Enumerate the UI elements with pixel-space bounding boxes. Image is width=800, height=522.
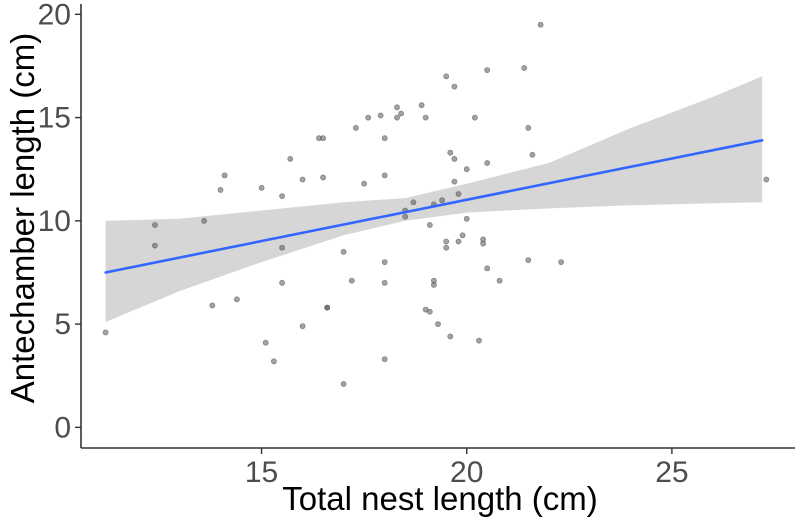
data-point — [102, 329, 109, 336]
data-point — [455, 238, 462, 245]
data-point — [558, 259, 564, 265]
data-point — [348, 277, 355, 284]
data-point — [443, 238, 450, 245]
y-tick-label: 15 — [38, 102, 71, 135]
data-point — [529, 151, 536, 158]
data-point — [258, 184, 265, 191]
data-point — [221, 172, 228, 179]
data-point — [537, 21, 544, 28]
data-point — [426, 222, 433, 228]
data-point — [484, 67, 491, 73]
data-point — [447, 149, 454, 156]
axes-layer — [75, 4, 795, 454]
data-point — [361, 180, 367, 187]
tick-labels-layer: 15 20 25 0 5 10 15 20 — [38, 0, 689, 489]
data-point — [422, 114, 429, 121]
x-axis-title: Total nest length (cm) — [282, 480, 597, 517]
data-point — [340, 248, 347, 255]
y-tick-label: 0 — [54, 411, 71, 444]
data-point — [763, 176, 770, 183]
data-point — [217, 186, 224, 193]
data-point — [521, 65, 528, 71]
data-point — [484, 265, 491, 272]
data-point — [151, 242, 158, 249]
data-point — [525, 257, 532, 263]
data-point — [324, 304, 331, 311]
data-point — [299, 176, 306, 183]
data-point — [352, 125, 359, 131]
data-point — [443, 244, 450, 251]
data-point — [459, 232, 466, 239]
regression-line — [104, 138, 764, 274]
x-tick-label: 20 — [450, 456, 483, 489]
data-point — [320, 174, 326, 181]
data-point — [463, 215, 470, 222]
data-point — [451, 83, 458, 90]
data-point — [480, 240, 486, 247]
data-point — [418, 102, 425, 109]
data-point — [471, 114, 478, 121]
data-points-layer — [102, 21, 770, 387]
data-point — [262, 339, 269, 346]
data-point — [381, 356, 388, 363]
x-tick-label: 25 — [655, 456, 688, 489]
data-point — [377, 112, 384, 119]
y-tick-label: 10 — [38, 205, 71, 238]
confidence-band-layer — [105, 76, 763, 322]
data-point — [279, 193, 285, 199]
data-point — [381, 135, 388, 142]
data-point — [151, 222, 158, 228]
data-point — [381, 259, 388, 265]
y-axis-title: Antechamber length (cm) — [4, 33, 41, 404]
data-point — [279, 244, 285, 251]
confidence-band — [105, 76, 763, 322]
data-point — [426, 308, 433, 315]
data-point — [365, 114, 372, 121]
data-point — [394, 104, 400, 111]
data-point — [201, 217, 207, 224]
data-point — [455, 191, 462, 197]
data-point — [398, 110, 404, 117]
data-point — [439, 197, 445, 204]
data-point — [451, 155, 458, 162]
data-point — [394, 114, 400, 121]
data-point — [320, 135, 326, 142]
y-tick-label: 20 — [38, 0, 71, 31]
y-tick-label: 5 — [54, 308, 71, 341]
data-point — [451, 178, 458, 185]
data-point — [279, 279, 285, 286]
data-point — [525, 125, 532, 131]
data-point — [476, 337, 482, 344]
data-point — [402, 213, 409, 220]
data-point — [410, 199, 417, 206]
data-point — [209, 302, 216, 309]
data-point — [496, 277, 503, 284]
data-point — [233, 296, 240, 303]
data-point — [430, 281, 437, 288]
data-point — [463, 166, 470, 173]
data-point — [435, 321, 441, 327]
data-point — [270, 358, 277, 365]
data-point — [381, 172, 388, 179]
x-tick-label: 15 — [245, 456, 278, 489]
data-point — [443, 73, 450, 80]
fit-line-layer — [104, 138, 764, 274]
data-point — [484, 160, 491, 166]
data-point — [381, 279, 388, 286]
data-point — [447, 333, 454, 340]
data-point — [340, 381, 347, 387]
data-point — [287, 155, 294, 162]
data-point — [299, 323, 306, 330]
